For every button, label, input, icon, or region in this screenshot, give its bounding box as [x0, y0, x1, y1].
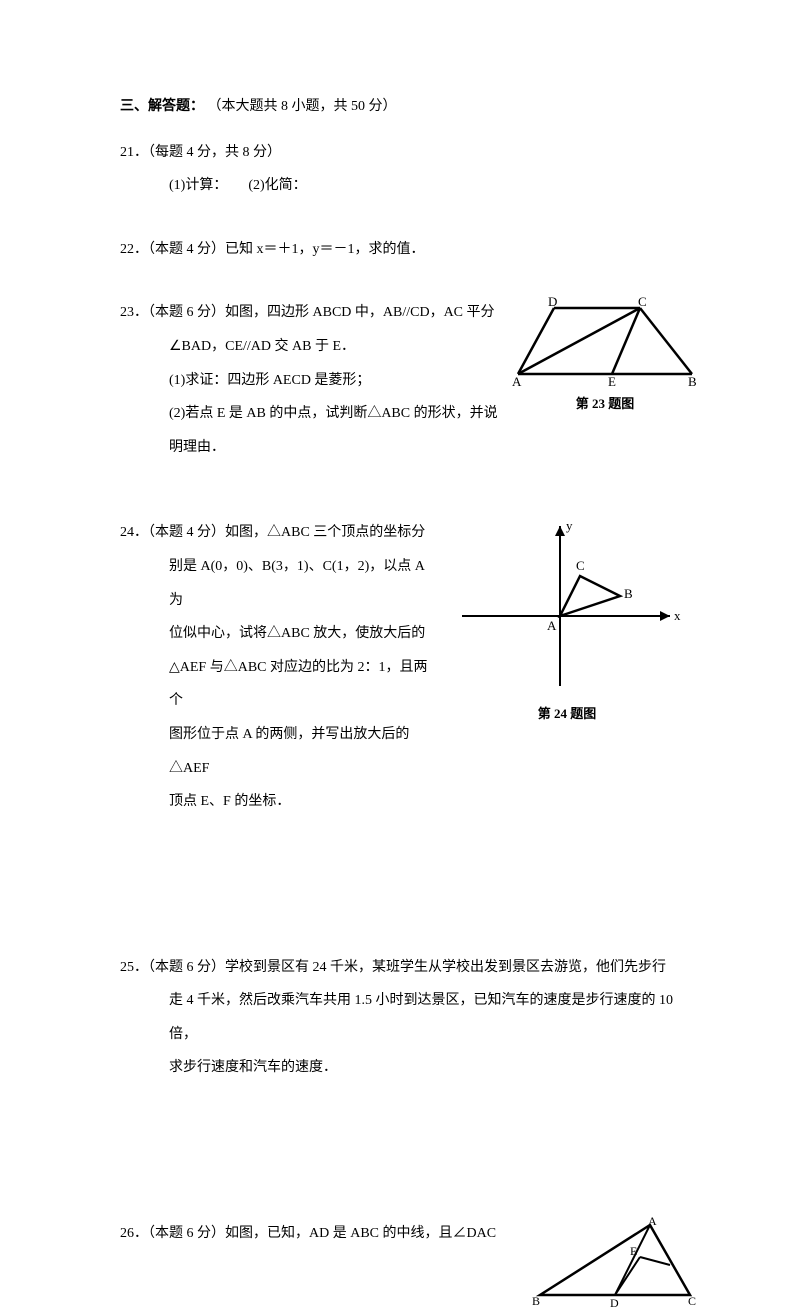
q21-part1: (1)计算： [169, 178, 227, 193]
q23-part1: (1)求证：四边形 AECD 是菱形； [120, 364, 498, 398]
svg-text:C: C [688, 1294, 696, 1307]
q26-body1: 如图，已知，AD 是 ABC 的中线，且∠DAC [225, 1226, 496, 1241]
svg-text:A: A [648, 1217, 657, 1228]
q22-num: 22． [120, 242, 148, 257]
q21-score: （每题 4 分，共 8 分） [148, 145, 281, 160]
question-26: 26．（本题 6 分）如图，已知，AD 是 ABC 的中线，且∠DAC A B … [120, 1217, 700, 1307]
svg-text:A: A [512, 374, 522, 386]
svg-text:x: x [674, 608, 681, 623]
svg-text:B: B [688, 374, 697, 386]
q24-figure: x y A B C 第 24 题图 [452, 516, 682, 818]
q24-caption: 第 24 题图 [452, 698, 682, 729]
q23-part2: (2)若点 E 是 AB 的中点，试判断△ABC 的形状，并说明理由． [120, 397, 498, 464]
section-title: 三、解答题： [120, 99, 204, 114]
q26-figure: A B C D E [530, 1217, 700, 1307]
q25-num: 25． [120, 960, 148, 975]
q24-body1: 如图，△ABC 三个顶点的坐标分 [225, 525, 425, 540]
question-21: 21．（每题 4 分，共 8 分） (1)计算： (2)化简： [120, 136, 700, 203]
q23-figure: A B C D E 第 23 题图 [510, 296, 700, 464]
section-header: 三、解答题： （本大题共 8 小题，共 50 分） [120, 90, 700, 124]
q25-score: （本题 6 分） [148, 960, 225, 975]
question-25: 25．（本题 6 分）学校到景区有 24 千米，某班学生从学校出发到景区去游览，… [120, 951, 700, 1085]
svg-text:E: E [608, 374, 616, 386]
question-23: 23．（本题 6 分）如图，四边形 ABCD 中，AB//CD，AC 平分 ∠B… [120, 296, 700, 464]
q23-caption: 第 23 题图 [510, 388, 700, 419]
q24-body4: △AEF 与△ABC 对应边的比为 2：1，且两个 [120, 651, 440, 718]
q23-body1: 如图，四边形 ABCD 中，AB//CD，AC 平分 [225, 305, 495, 320]
svg-text:B: B [532, 1294, 540, 1307]
svg-text:C: C [638, 296, 647, 309]
svg-text:B: B [624, 586, 633, 601]
q24-body5: 图形位于点 A 的两侧，并写出放大后的△AEF [120, 718, 440, 785]
svg-text:A: A [547, 618, 557, 633]
q22-score: （本题 4 分） [148, 242, 225, 257]
question-24: 24．（本题 4 分）如图，△ABC 三个顶点的坐标分 别是 A(0，0)、B(… [120, 516, 700, 818]
q26-score: （本题 6 分） [148, 1226, 225, 1241]
svg-text:E: E [630, 1244, 637, 1258]
svg-text:y: y [566, 518, 573, 533]
q24-num: 24． [120, 525, 148, 540]
q25-body1: 学校到景区有 24 千米，某班学生从学校出发到景区去游览，他们先步行 [225, 960, 666, 975]
q23-num: 23． [120, 305, 148, 320]
q24-body3: 位似中心，试将△ABC 放大，使放大后的 [120, 617, 440, 651]
svg-text:C: C [576, 558, 585, 573]
question-22: 22．（本题 4 分）已知 x＝＋1，y＝－1，求的值． [120, 233, 700, 267]
q25-body2: 走 4 千米，然后改乘汽车共用 1.5 小时到达景区，已知汽车的速度是步行速度的… [120, 984, 700, 1051]
q24-score: （本题 4 分） [148, 525, 225, 540]
q26-num: 26． [120, 1226, 148, 1241]
q24-body2: 别是 A(0，0)、B(3，1)、C(1，2)，以点 A 为 [120, 550, 440, 617]
q22-body: 已知 x＝＋1，y＝－1，求的值． [225, 242, 425, 257]
q23-score: （本题 6 分） [148, 305, 225, 320]
q23-body2: ∠BAD，CE//AD 交 AB 于 E． [120, 330, 498, 364]
q25-body3: 求步行速度和汽车的速度． [120, 1051, 700, 1085]
svg-text:D: D [610, 1296, 619, 1307]
section-subtitle: （本大题共 8 小题，共 50 分） [208, 99, 397, 114]
q24-body6: 顶点 E、F 的坐标． [120, 785, 440, 819]
q21-num: 21． [120, 145, 148, 160]
q21-part2: (2)化简： [248, 178, 306, 193]
svg-text:D: D [548, 296, 557, 309]
